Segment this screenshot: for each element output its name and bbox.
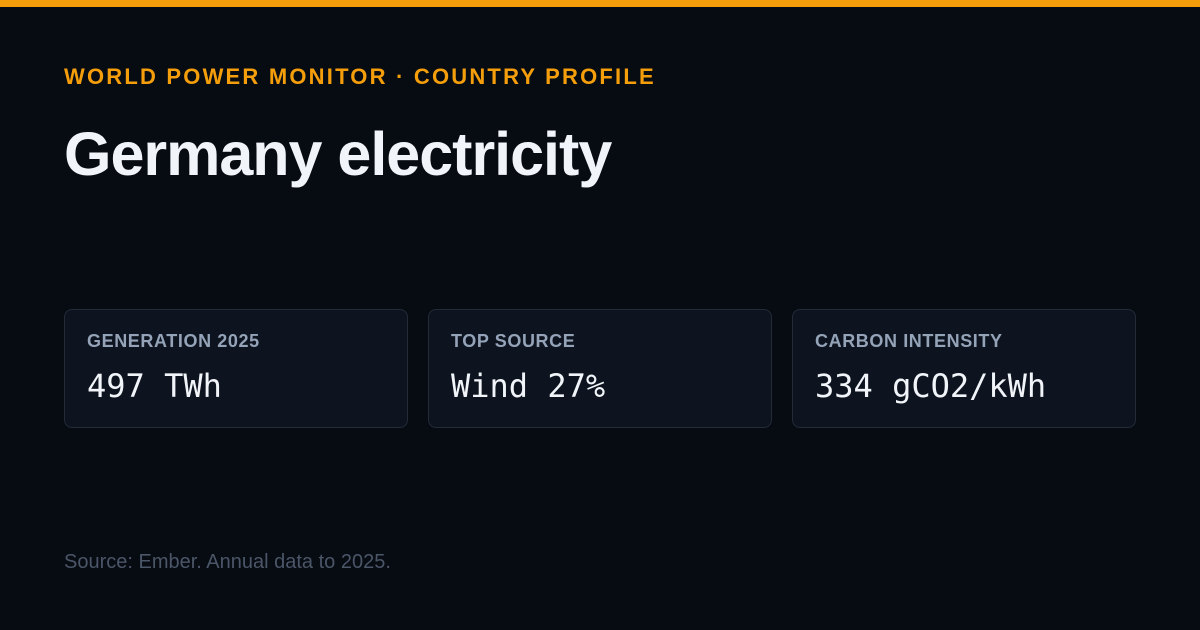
stat-label: CARBON INTENSITY: [815, 331, 1003, 351]
stat-value: Wind 27%: [451, 367, 606, 405]
stat-label: TOP SOURCE: [451, 331, 576, 351]
stat-label: GENERATION 2025: [87, 331, 260, 351]
stat-card-carbon-intensity: CARBON INTENSITY 334 gCO2/kWh: [792, 309, 1136, 428]
stat-value: 497 TWh: [87, 367, 222, 405]
stat-value: 334 gCO2/kWh: [815, 367, 1047, 405]
stats-row: GENERATION 2025 497 TWh TOP SOURCE Wind …: [64, 309, 1136, 428]
stat-card-top-source: TOP SOURCE Wind 27%: [428, 309, 772, 428]
accent-top-bar: [0, 0, 1200, 7]
stat-card-generation: GENERATION 2025 497 TWh: [64, 309, 408, 428]
page-title: Germany electricity: [64, 120, 612, 188]
source-note: Source: Ember. Annual data to 2025.: [64, 551, 391, 573]
eyebrow-label: WORLD POWER MONITOR · COUNTRY PROFILE: [64, 64, 656, 89]
